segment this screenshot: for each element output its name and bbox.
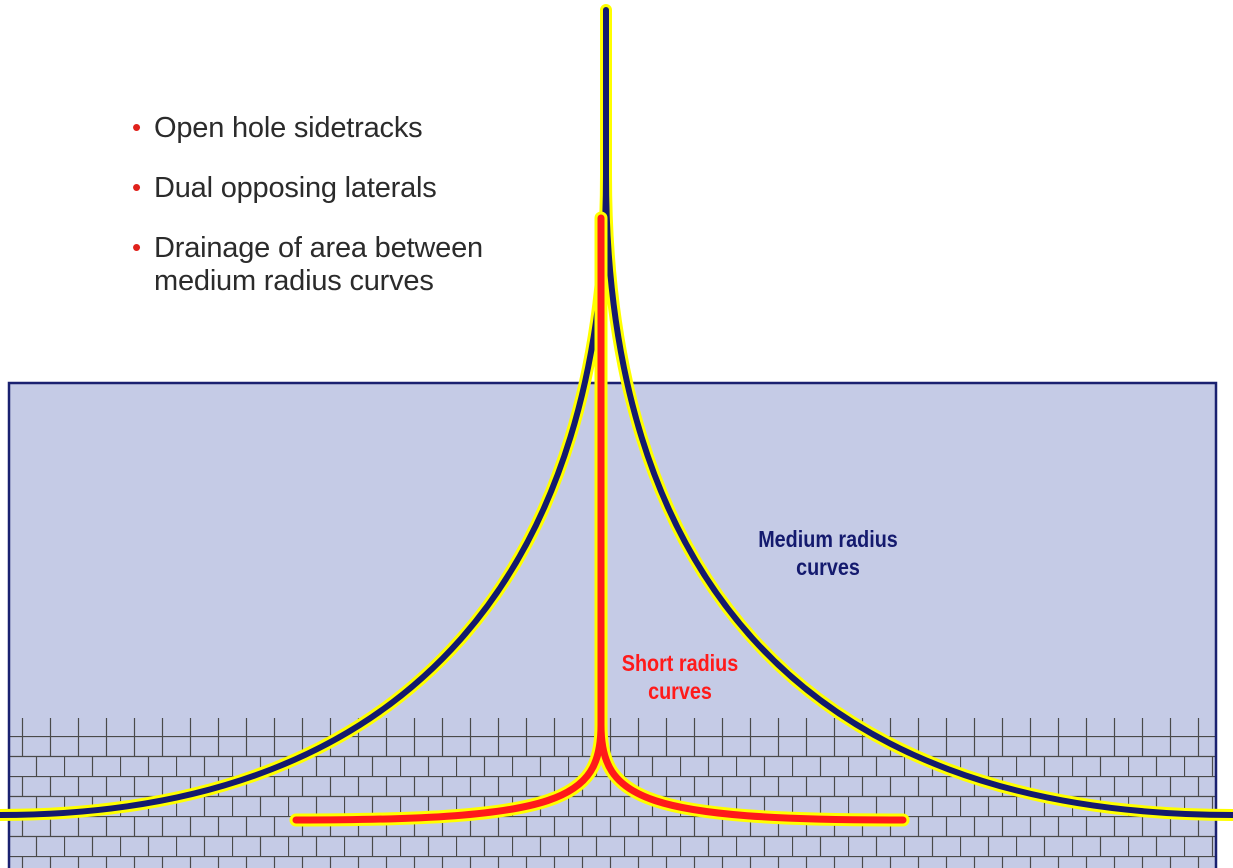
bullet-text: Drainage of area between medium radius c… [154,232,483,297]
bullet-item-drainage-of-area: • Drainage of area between medium radius… [132,232,483,298]
short-radius-curves [289,211,910,827]
medium-radius-label: Medium radius curves [758,526,898,580]
bullet-item-open-hole-sidetracks: • Open hole sidetracks [132,112,483,145]
bullet-text: Dual opposing laterals [154,172,437,204]
bullet-dot-icon: • [132,232,141,262]
bullet-dot-icon: • [132,112,141,142]
bullet-item-dual-opposing-laterals: • Dual opposing laterals [132,172,483,205]
bullet-text: Open hole sidetracks [154,112,423,144]
bullet-list: • Open hole sidetracks • Dual opposing l… [132,112,483,325]
brick-layer-ticks [21,718,1200,736]
formation-border [7,381,1218,868]
brick-layer [9,736,1216,868]
bullet-dot-icon: • [132,172,141,202]
short-radius-label: Short radius curves [621,650,739,704]
